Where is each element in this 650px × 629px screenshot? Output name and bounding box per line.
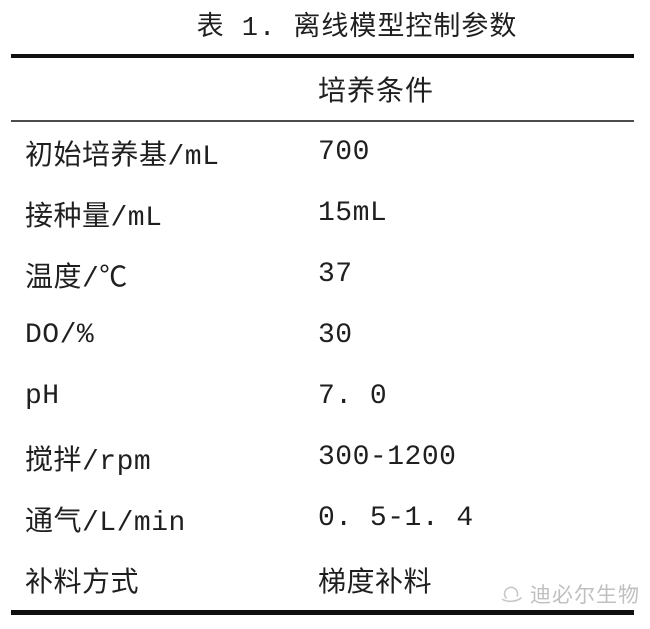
table-row: pH 7. 0	[11, 366, 634, 427]
table-row: 补料方式 梯度补料	[11, 549, 634, 610]
parameter-value: 37	[318, 259, 353, 290]
parameter-value: 15mL	[318, 198, 388, 229]
parameter-value: 7. 0	[318, 381, 388, 412]
parameter-label: 补料方式	[25, 568, 140, 600]
parameter-value: 700	[318, 137, 370, 168]
column-header-culture-conditions: 培养条件	[318, 78, 435, 109]
table-row: 通气/L/min 0. 5-1. 4	[11, 488, 634, 549]
watermark: 迪必尔生物	[500, 579, 640, 609]
parameter-value: 300-1200	[318, 442, 457, 473]
table-row: DO/% 30	[11, 305, 634, 366]
table-title: 表 1. 离线模型控制参数	[196, 14, 518, 44]
parameter-label: DO/%	[25, 320, 95, 351]
table-row: 初始培养基/mL 700	[11, 122, 634, 183]
table-row: 温度/℃ 37	[11, 244, 634, 305]
table-body: 初始培养基/mL 700 接种量/mL 15mL 温度/℃ 37 DO/% 30…	[11, 122, 634, 610]
table-row: 搅拌/rpm 300-1200	[11, 427, 634, 488]
parameter-label: 通气/L/min	[25, 507, 186, 539]
table-row: 接种量/mL 15mL	[11, 183, 634, 244]
swirl-globe-logo-icon	[500, 582, 526, 606]
watermark-text: 迪必尔生物	[530, 586, 640, 609]
parameter-value: 30	[318, 320, 353, 351]
parameter-label: 初始培养基/mL	[25, 141, 220, 173]
parameter-label: 搅拌/rpm	[25, 446, 152, 478]
table-top-rule	[11, 54, 634, 58]
parameters-table: 培养条件 初始培养基/mL 700 接种量/mL 15mL 温度/℃ 37 DO…	[11, 54, 634, 615]
parameter-label: 接种量/mL	[25, 202, 163, 234]
table-header-rule	[11, 120, 634, 122]
table-header-row: 培养条件	[11, 58, 634, 120]
parameter-value: 0. 5-1. 4	[318, 503, 474, 534]
table-bottom-rule	[11, 610, 634, 615]
parameter-value: 梯度补料	[318, 568, 433, 600]
parameter-label: 温度/℃	[25, 263, 128, 295]
parameter-label: pH	[25, 381, 60, 412]
